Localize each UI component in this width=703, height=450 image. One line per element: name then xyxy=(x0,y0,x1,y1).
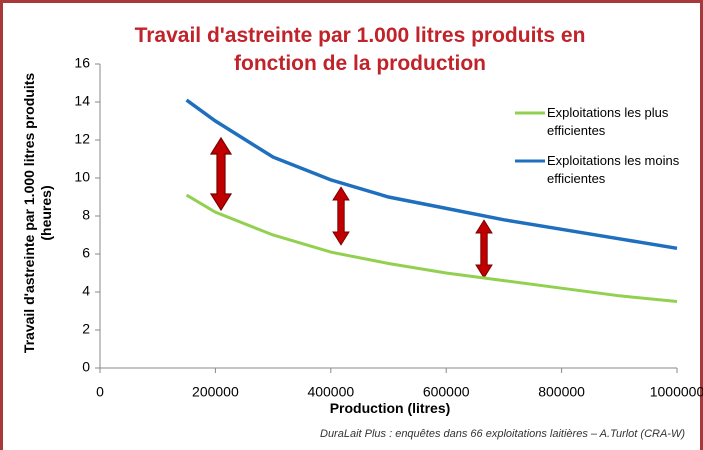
legend-label: Exploitations les plus efficientes xyxy=(547,105,669,138)
arrow xyxy=(332,186,350,246)
y-tick-label: 6 xyxy=(82,245,90,261)
y-tick-label: 12 xyxy=(74,131,90,147)
source-note: DuraLait Plus : enquêtes dans 66 exploit… xyxy=(320,428,685,440)
x-tick-label: 0 xyxy=(96,384,104,400)
arrow xyxy=(475,219,493,279)
y-tick-label: 16 xyxy=(74,55,90,71)
x-tick-label: 600000 xyxy=(423,384,470,400)
y-tick-label: 0 xyxy=(82,359,90,375)
x-tick-label: 1000000 xyxy=(650,384,703,400)
x-tick-label: 200000 xyxy=(192,384,239,400)
chart-title: Travail d'astreinte par 1.000 litres pro… xyxy=(134,24,586,75)
x-tick-label: 400000 xyxy=(307,384,354,400)
y-tick-label: 8 xyxy=(82,207,90,223)
legend-label: Exploitations les moins efficientes xyxy=(547,153,680,186)
y-axis-label: Travail d'astreinte par 1.000 litres pro… xyxy=(21,72,54,354)
series-line xyxy=(185,193,678,303)
x-axis-label: Production (litres) xyxy=(329,400,451,416)
arrow xyxy=(210,137,232,211)
y-tick-label: 4 xyxy=(82,283,90,299)
y-tick-label: 14 xyxy=(74,93,90,109)
series-line xyxy=(185,98,678,251)
y-tick-label: 10 xyxy=(74,169,90,185)
x-tick-label: 800000 xyxy=(538,384,585,400)
y-tick-label: 2 xyxy=(82,321,90,337)
